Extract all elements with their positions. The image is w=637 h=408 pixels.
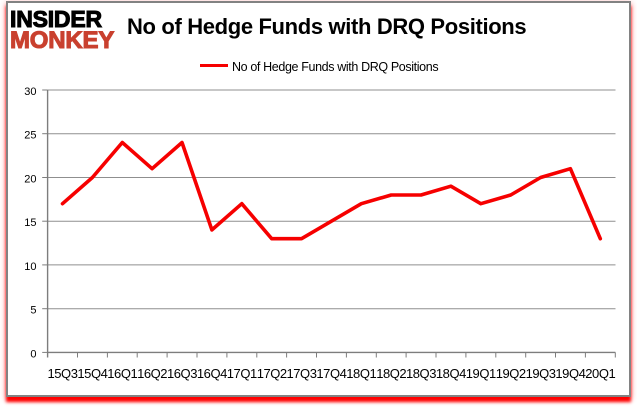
- svg-text:25: 25: [24, 130, 36, 142]
- svg-text:17Q1: 17Q1: [227, 366, 257, 381]
- svg-text:15: 15: [24, 217, 36, 229]
- svg-text:10: 10: [24, 261, 36, 273]
- svg-text:15Q3: 15Q3: [47, 366, 77, 381]
- svg-text:17Q4: 17Q4: [316, 366, 346, 381]
- svg-text:30: 30: [24, 86, 36, 98]
- svg-text:16Q4: 16Q4: [197, 366, 227, 381]
- svg-text:15Q4: 15Q4: [77, 366, 107, 381]
- svg-text:16Q3: 16Q3: [167, 366, 197, 381]
- svg-text:17Q3: 17Q3: [286, 366, 316, 381]
- svg-text:18Q1: 18Q1: [346, 366, 376, 381]
- svg-text:20: 20: [24, 174, 36, 186]
- svg-text:19Q3: 19Q3: [526, 366, 556, 381]
- svg-text:18Q2: 18Q2: [376, 366, 406, 381]
- svg-text:19Q1: 19Q1: [466, 366, 496, 381]
- svg-text:18Q4: 18Q4: [436, 366, 466, 381]
- svg-text:20Q1: 20Q1: [585, 366, 615, 381]
- svg-text:16Q1: 16Q1: [107, 366, 137, 381]
- svg-text:17Q2: 17Q2: [257, 366, 287, 381]
- svg-text:19Q4: 19Q4: [555, 366, 585, 381]
- svg-text:0: 0: [30, 348, 36, 360]
- svg-text:16Q2: 16Q2: [137, 366, 167, 381]
- svg-text:18Q3: 18Q3: [406, 366, 436, 381]
- svg-text:19Q2: 19Q2: [496, 366, 526, 381]
- svg-text:5: 5: [30, 305, 36, 317]
